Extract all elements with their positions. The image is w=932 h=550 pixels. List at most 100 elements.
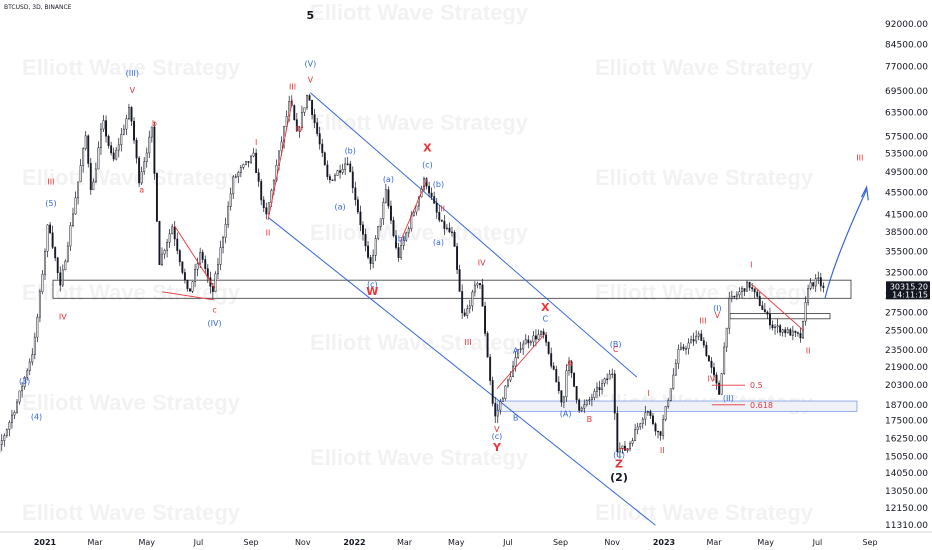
x-tick-label: Sep	[862, 538, 877, 547]
wave-label: II	[660, 446, 665, 455]
candle	[130, 107, 133, 122]
y-tick-label: 84500.00	[885, 40, 928, 50]
candle	[138, 157, 141, 184]
y-tick-label: 16250.00	[885, 434, 928, 444]
y-tick-label: 49500.00	[885, 168, 928, 178]
candle	[201, 252, 204, 260]
y-tick-label: 18700.00	[885, 401, 928, 411]
candle	[117, 144, 120, 151]
candle	[733, 295, 736, 298]
wave-label: IV	[295, 125, 303, 134]
candle	[448, 227, 451, 233]
candle	[397, 247, 400, 258]
wave-label: (V)	[305, 60, 317, 69]
candle	[507, 379, 509, 387]
candle	[545, 334, 548, 343]
candle	[227, 206, 230, 225]
candle	[438, 212, 441, 221]
x-axis[interactable]: 2021 Mar May Jul Sep Nov 2022 Mar May Jul Sep Nov 20…	[0, 531, 932, 547]
candle	[247, 161, 250, 163]
candle	[356, 199, 359, 213]
candle	[133, 120, 135, 141]
candle	[768, 313, 771, 326]
candle	[741, 288, 743, 292]
candle	[692, 339, 695, 342]
candle	[453, 232, 456, 247]
candle	[143, 161, 146, 173]
candle	[293, 105, 296, 121]
candle	[242, 164, 245, 168]
y-tick-label: 53500.00	[885, 150, 928, 160]
wave-label: (5)	[45, 199, 56, 208]
wave-label: II	[806, 346, 811, 355]
wave-label: (b)	[345, 147, 356, 156]
wave-label: C	[613, 345, 619, 354]
candle	[262, 199, 265, 208]
wave-label: III	[289, 82, 296, 91]
wave-line	[750, 283, 805, 332]
candle	[519, 348, 522, 350]
candle	[326, 164, 329, 177]
candle	[323, 152, 326, 166]
zone-layer	[52, 279, 858, 412]
candle	[127, 107, 130, 120]
candle	[822, 285, 825, 288]
support-zone	[496, 400, 858, 412]
y-tick-label: 32500.00	[885, 269, 928, 279]
y-tick-label: 69500.00	[885, 87, 928, 97]
candle	[38, 291, 41, 318]
candle	[631, 440, 634, 444]
candle	[250, 155, 252, 163]
candle	[384, 189, 387, 203]
candle	[46, 224, 49, 252]
candle	[481, 284, 484, 307]
wave-label: III	[699, 316, 706, 325]
candle	[336, 170, 339, 176]
candle	[634, 429, 637, 441]
candle	[72, 213, 74, 226]
wave-label: (a)	[334, 203, 345, 212]
candle	[649, 411, 652, 417]
candle	[641, 418, 644, 425]
candle	[753, 288, 756, 293]
candle	[713, 367, 715, 376]
candle	[565, 370, 568, 398]
watermark-text: Elliott Wave Strategy	[595, 280, 814, 305]
candle	[10, 414, 13, 423]
y-axis[interactable]: 92000.00 84500.00 77000.00 69500.00 63500.00…	[885, 0, 932, 532]
candle	[171, 226, 174, 235]
candle	[105, 120, 107, 137]
candle	[613, 373, 616, 414]
x-tick-label: May	[448, 538, 465, 547]
candle	[417, 196, 420, 207]
watermark-text: Elliott Wave Strategy	[595, 165, 814, 190]
candle	[466, 308, 469, 316]
candle	[178, 250, 181, 263]
x-tick-label: Jul	[812, 538, 823, 547]
candle	[812, 282, 815, 287]
candle	[311, 100, 314, 115]
candle	[412, 211, 415, 217]
candle	[593, 391, 596, 398]
candle	[494, 403, 497, 417]
candle	[255, 152, 258, 173]
x-tick-label: 2023	[653, 538, 675, 547]
candle	[369, 257, 372, 264]
candle	[222, 237, 225, 248]
candle	[161, 253, 163, 265]
candle	[392, 220, 395, 236]
candle	[654, 423, 657, 432]
candle	[697, 333, 700, 337]
candle	[796, 332, 799, 334]
x-tick-label: Jul	[502, 538, 513, 547]
candle	[189, 288, 191, 292]
x-tick-label: 2022	[343, 538, 365, 547]
candle	[433, 196, 436, 204]
watermark-text: Elliott Wave Strategy	[595, 55, 814, 80]
candle	[601, 382, 604, 390]
y-tick-label: 13050.00	[885, 487, 928, 497]
candle	[150, 126, 153, 138]
candle	[196, 263, 199, 270]
candle	[585, 400, 588, 405]
